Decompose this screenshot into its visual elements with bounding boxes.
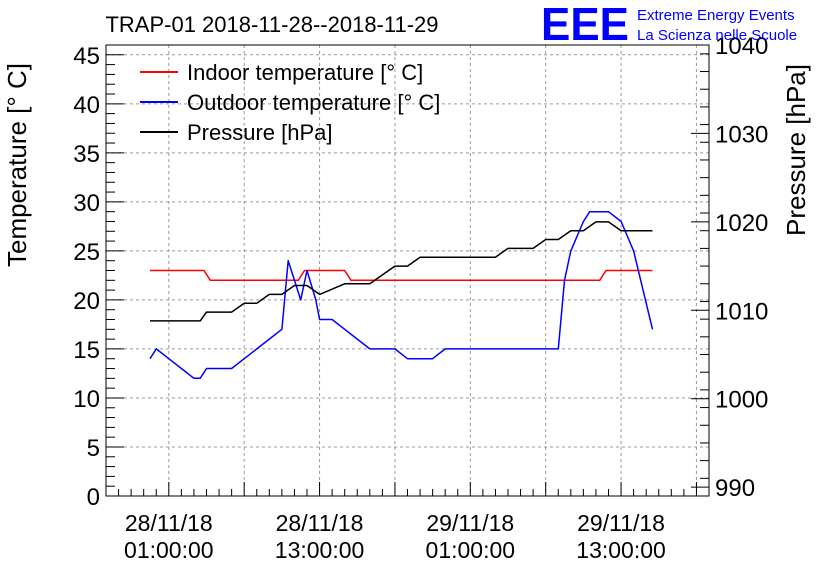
y-tick-label: 20 xyxy=(73,288,100,315)
y-tick-label: 40 xyxy=(73,92,100,119)
series-line-1 xyxy=(149,210,654,380)
eee-logo: EEE Extreme Energy Events La Scienza nel… xyxy=(541,0,797,50)
series-line-0 xyxy=(150,269,653,282)
y-tick-label: 25 xyxy=(73,239,100,266)
x-tick-label-date: 29/11/18 xyxy=(577,510,665,536)
legend-label-pressure: Pressure [hPa] xyxy=(187,120,333,145)
x-tick-label-date: 28/11/18 xyxy=(125,510,213,536)
legend-label-outdoor: Outdoor temperature [° C] xyxy=(187,90,440,115)
logo-line2: La Scienza nelle Scuole xyxy=(637,27,797,44)
logo-line1: Extreme Energy Events xyxy=(637,7,795,24)
axis-layer: 0 5 10 15 20 25 30 35 40 45 990 1000 1010 1020 1030 104… xyxy=(73,33,768,563)
y2-tick-label: 1010 xyxy=(715,298,768,325)
y2-tick-label: 1020 xyxy=(715,210,768,237)
x-tick-label-date: 28/11/18 xyxy=(276,510,364,536)
legend: Indoor temperature [° C] Outdoor tempera… xyxy=(140,60,440,145)
y2-axis-label: Pressure [hPa] xyxy=(781,64,811,236)
y-tick-label: 30 xyxy=(73,190,100,217)
y-tick-label: 35 xyxy=(73,141,100,168)
y-axis-label: Temperature [° C] xyxy=(2,63,32,267)
chart-title: TRAP-01 2018-11-28--2018-11-29 xyxy=(105,12,438,37)
legend-label-indoor: Indoor temperature [° C] xyxy=(187,60,423,85)
grid-layer xyxy=(106,45,709,496)
y-tick-label: 0 xyxy=(87,484,100,511)
x-tick-label-time: 13:00:00 xyxy=(275,537,365,563)
y2-tick-label: 1030 xyxy=(715,121,768,148)
x-tick-label-time: 13:00:00 xyxy=(576,537,666,563)
y2-tick-label: 1040 xyxy=(715,33,768,60)
x-tick-label-date: 29/11/18 xyxy=(426,510,514,536)
y-tick-label: 45 xyxy=(73,43,100,70)
y-tick-label: 15 xyxy=(73,337,100,364)
series-layer xyxy=(149,210,654,380)
logo-mark: EEE xyxy=(541,0,629,50)
series-line-2 xyxy=(150,221,653,322)
x-tick-label-time: 01:00:00 xyxy=(426,537,516,563)
y2-tick-label: 990 xyxy=(715,475,755,502)
y2-tick-label: 1000 xyxy=(715,387,768,414)
y-tick-label: 5 xyxy=(87,435,100,462)
x-tick-label-time: 01:00:00 xyxy=(124,537,214,563)
y-tick-label: 10 xyxy=(73,386,100,413)
